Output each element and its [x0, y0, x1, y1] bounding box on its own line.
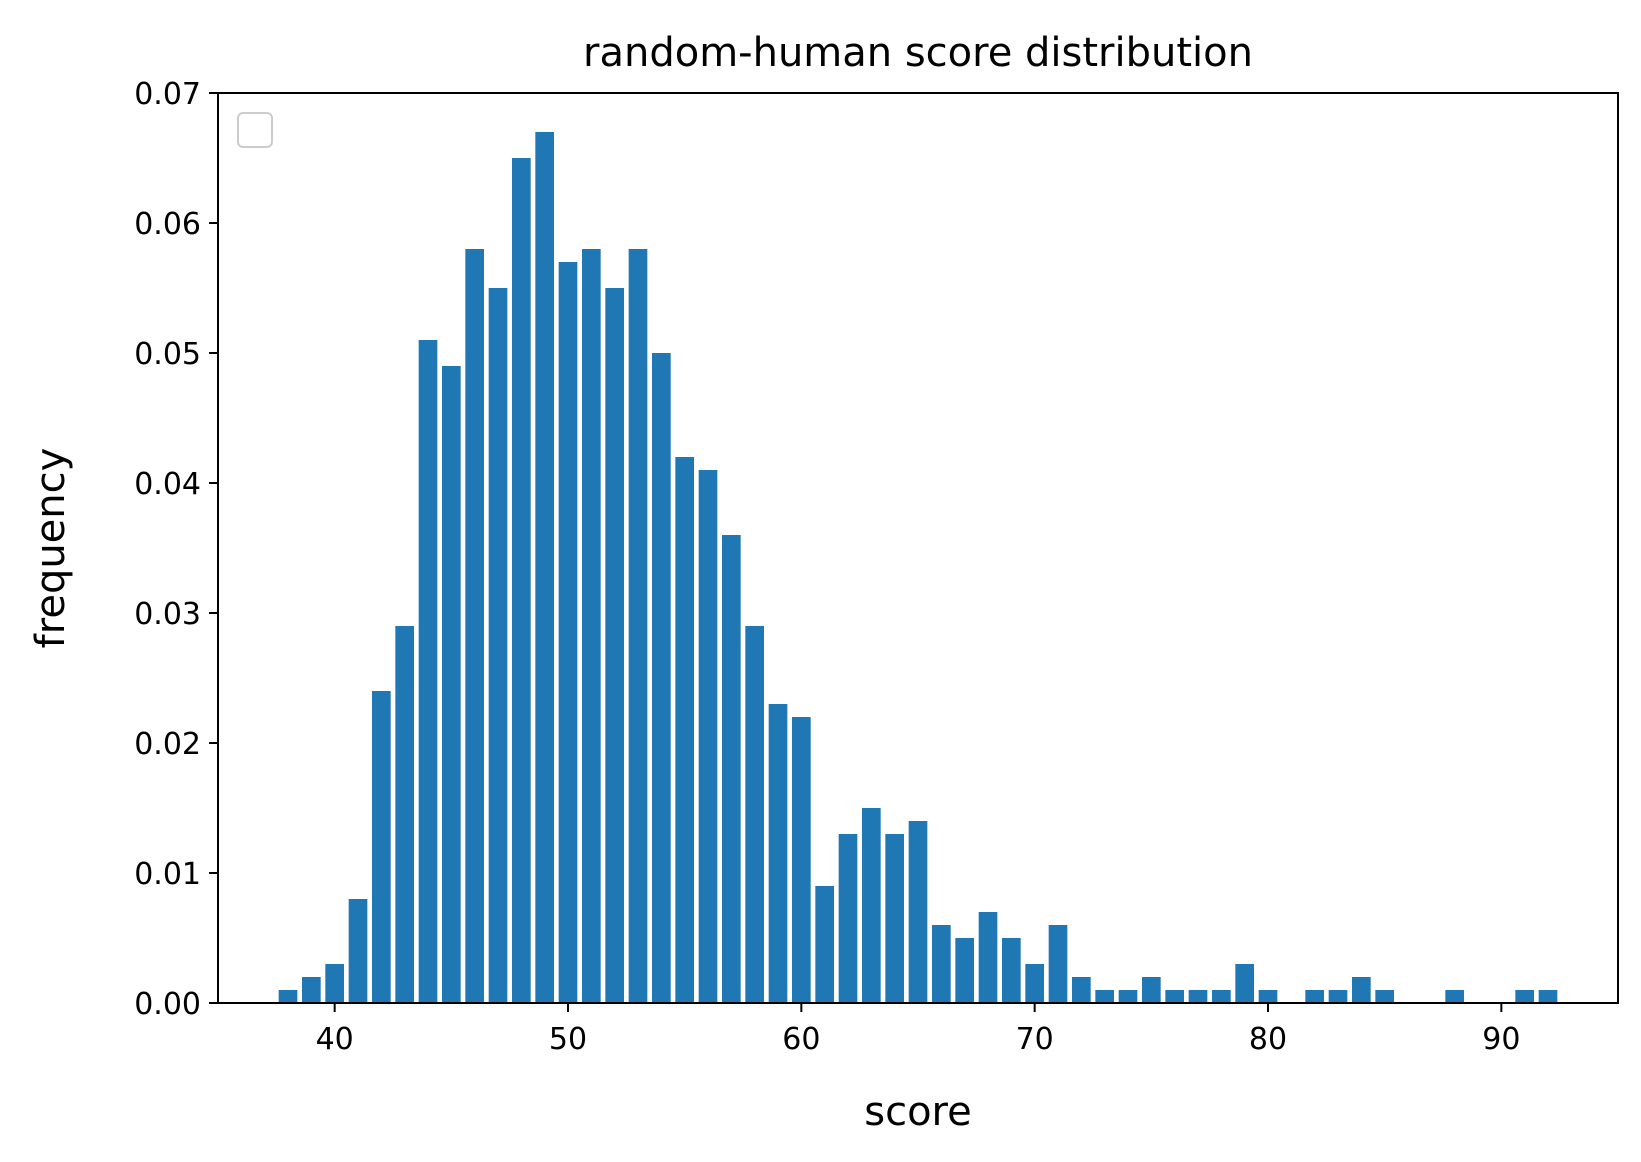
bars-group	[278, 132, 1558, 1003]
bar-49	[535, 132, 554, 1003]
bar-59	[768, 704, 788, 1003]
chart-title: random-human score distribution	[583, 30, 1253, 76]
y-tick-label: 0.07	[134, 77, 201, 112]
bar-73	[1095, 990, 1114, 1003]
x-axis-label: score	[864, 1089, 971, 1135]
bar-40	[325, 964, 344, 1003]
bar-92	[1538, 990, 1558, 1003]
x-tick-label: 70	[1016, 1022, 1054, 1057]
bar-70	[1025, 964, 1044, 1003]
bar-46	[465, 249, 484, 1003]
bar-61	[815, 886, 834, 1003]
bar-51	[582, 249, 601, 1003]
bar-58	[745, 626, 764, 1003]
y-tick-label: 0.02	[134, 727, 201, 762]
y-tick-label: 0.04	[134, 467, 201, 502]
x-axis-ticks: 40 50 60 70 80 90	[316, 1003, 1520, 1057]
bar-88	[1445, 990, 1464, 1003]
bar-52	[605, 288, 624, 1003]
bar-63	[862, 808, 881, 1003]
bar-64	[885, 834, 904, 1003]
bar-38	[278, 990, 298, 1003]
bar-69	[1002, 938, 1021, 1003]
bar-41	[348, 899, 368, 1003]
bar-55	[675, 457, 694, 1003]
bar-66	[932, 925, 951, 1003]
bar-43	[395, 626, 414, 1003]
y-tick-label: 0.03	[134, 597, 201, 632]
bar-62	[838, 834, 858, 1003]
bar-56	[698, 470, 718, 1003]
bar-42	[372, 691, 391, 1003]
bar-85	[1375, 990, 1394, 1003]
bar-60	[792, 717, 811, 1003]
bar-39	[302, 977, 321, 1003]
x-tick-label: 60	[782, 1022, 820, 1057]
bar-74	[1118, 990, 1138, 1003]
bar-53	[628, 249, 648, 1003]
bar-77	[1188, 990, 1208, 1003]
bar-45	[442, 366, 461, 1003]
bar-50	[558, 262, 578, 1003]
bar-76	[1165, 990, 1184, 1003]
plot-frame	[217, 92, 1619, 1004]
bar-54	[652, 353, 671, 1003]
bar-57	[722, 535, 741, 1003]
legend-box	[237, 112, 273, 148]
bar-65	[908, 821, 928, 1003]
bar-44	[418, 340, 438, 1003]
y-tick-label: 0.06	[134, 207, 201, 242]
x-tick-label: 50	[549, 1022, 587, 1057]
bar-79	[1235, 964, 1254, 1003]
bar-91	[1515, 990, 1534, 1003]
y-tick-label: 0.00	[134, 987, 201, 1022]
y-tick-label: 0.01	[134, 857, 201, 892]
bar-68	[978, 912, 998, 1003]
y-tick-label: 0.05	[134, 337, 201, 372]
bar-75	[1142, 977, 1161, 1003]
bar-72	[1072, 977, 1091, 1003]
x-tick-label: 90	[1482, 1022, 1520, 1057]
y-axis-label: frequency	[28, 448, 74, 649]
bar-48	[512, 158, 531, 1003]
x-tick-label: 40	[316, 1022, 354, 1057]
bar-80	[1258, 990, 1278, 1003]
bar-47	[488, 288, 508, 1003]
y-axis-ticks: 0.00 0.01 0.02 0.03 0.04 0.05 0.06 0.07	[134, 77, 218, 1022]
bar-83	[1328, 990, 1348, 1003]
bar-84	[1352, 977, 1371, 1003]
bar-78	[1212, 990, 1231, 1003]
bar-67	[955, 938, 974, 1003]
bar-82	[1305, 990, 1324, 1003]
x-tick-label: 80	[1249, 1022, 1287, 1057]
bar-71	[1048, 925, 1068, 1003]
